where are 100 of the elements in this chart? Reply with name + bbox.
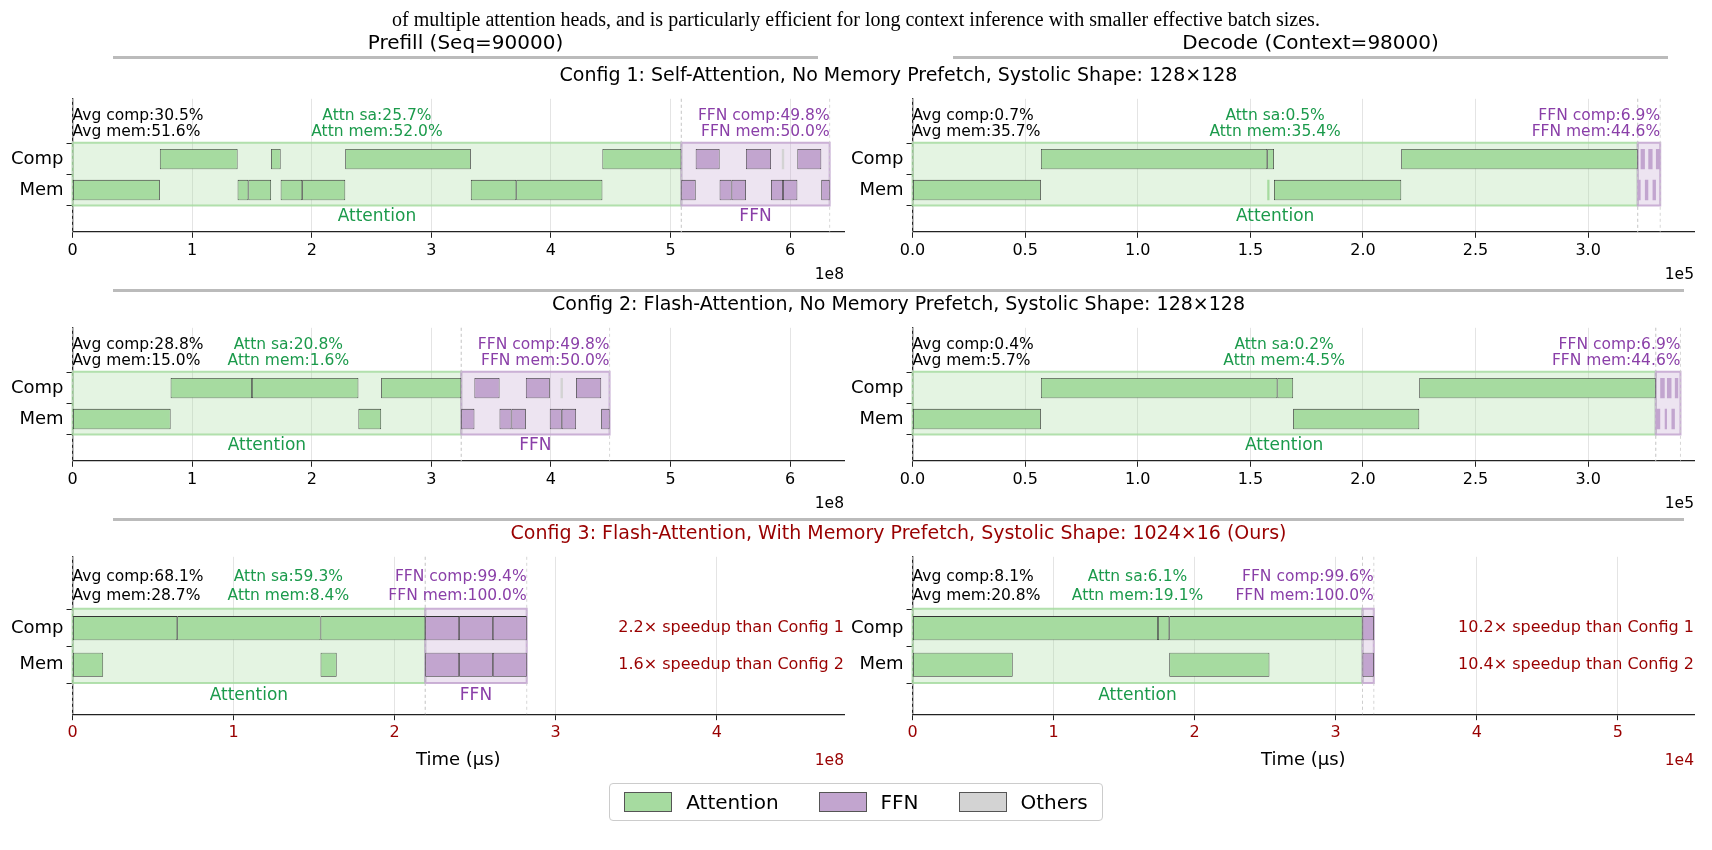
y-tick-label: Comp xyxy=(10,146,64,168)
text: Avg comp:68.1% xyxy=(72,566,204,585)
legend-label: Others xyxy=(1020,790,1088,814)
x-tick-label: 3.0 xyxy=(1575,468,1601,488)
text: 1e4 xyxy=(1664,751,1694,770)
x-axis-title: Time (µs) xyxy=(414,747,501,769)
bar xyxy=(1660,377,1665,399)
y-tick-label: Comp xyxy=(850,615,904,637)
text: Attn sa:0.5% xyxy=(1225,105,1325,124)
y-tick-label: Mem xyxy=(19,177,64,199)
text: FFN comp:49.8% xyxy=(477,334,610,353)
band-label: Attention xyxy=(1098,684,1177,705)
text: 1e8 xyxy=(814,751,844,770)
text: FFN mem:44.6% xyxy=(1531,122,1661,141)
y-tick-label: Comp xyxy=(10,375,64,397)
x-tick-label: 6 xyxy=(785,468,796,488)
band-label: Attention xyxy=(337,204,417,225)
chart-title: Prefill (Seq=90000) xyxy=(113,30,818,59)
text: Avg mem:28.7% xyxy=(72,586,201,605)
bar xyxy=(1671,408,1675,430)
x-tick-label: 5 xyxy=(665,239,676,259)
text: Avg mem:5.7% xyxy=(912,351,1031,370)
text: Avg comp:8.1% xyxy=(912,566,1034,585)
x-tick-label: 3 xyxy=(426,239,437,259)
legend-label: Attention xyxy=(686,790,779,814)
x-tick-label: 2.5 xyxy=(1462,468,1489,488)
x-tick-label: 2 xyxy=(306,468,317,488)
y-tick-label: Comp xyxy=(850,146,904,168)
y-tick-label: Comp xyxy=(850,375,904,397)
x-tick-label: 2 xyxy=(1189,721,1200,741)
text: FFN comp:49.8% xyxy=(697,105,830,124)
bar xyxy=(1648,148,1653,170)
text: FFN mem:50.0% xyxy=(701,122,830,141)
text: Attn mem:19.1% xyxy=(1071,586,1204,605)
y-tick-label: Mem xyxy=(859,177,904,199)
text: Avg mem:20.8% xyxy=(912,586,1041,605)
text: Attn sa:59.3% xyxy=(233,566,344,585)
y-tick-label: Mem xyxy=(859,406,904,428)
x-tick-label: 1.0 xyxy=(1125,468,1151,488)
x-tick-label: 4 xyxy=(545,468,557,488)
x-tick-label: 0 xyxy=(67,721,78,741)
x-axis-title: Time (µs) xyxy=(1259,747,1346,769)
text: Config 1: Self-Attention, No Memory Prefetch, Systolic Shape: 128×128 xyxy=(558,63,1239,85)
text: Avg mem:35.7% xyxy=(912,122,1041,141)
x-tick-label: 2.0 xyxy=(1350,468,1376,488)
text: Attn sa:6.1% xyxy=(1087,566,1188,585)
annotation: 1.6× speedup than Config 2 xyxy=(618,653,844,673)
x-tick-label: 2 xyxy=(306,239,317,259)
x-tick-label: 1 xyxy=(228,721,239,741)
text: of multiple attention heads, and is particularly efficient for long context inference with smaller effective batch sizes. xyxy=(391,8,1321,30)
x-tick-label: 0 xyxy=(907,721,918,741)
text: FFN mem:100.0% xyxy=(388,586,527,605)
x-tick-label: 3.0 xyxy=(1575,239,1601,259)
text: FFN comp:99.6% xyxy=(1242,566,1374,585)
band-label: Attention xyxy=(1244,433,1324,454)
x-tick-label: 1.0 xyxy=(1125,239,1151,259)
annotation: 2.2× speedup than Config 1 xyxy=(618,617,844,637)
x-tick-label: 3 xyxy=(1330,721,1341,741)
x-tick-label: 0.5 xyxy=(1012,468,1038,488)
x-tick-label: 1 xyxy=(187,239,198,259)
text: FFN comp:6.9% xyxy=(1558,334,1681,353)
x-tick-label: 2 xyxy=(389,721,400,741)
x-tick-label: 2.5 xyxy=(1462,239,1489,259)
x-tick-label: 6 xyxy=(785,239,796,259)
text: 1e8 xyxy=(814,265,844,284)
x-tick-label: 0.0 xyxy=(899,239,926,259)
text: Avg comp:0.7% xyxy=(912,105,1034,124)
x-tick-label: 5 xyxy=(665,468,676,488)
text: FFN mem:50.0% xyxy=(481,351,610,370)
text: Avg mem:51.6% xyxy=(72,122,201,141)
band-label: FFN xyxy=(519,433,552,454)
x-tick-label: 1.5 xyxy=(1237,239,1264,259)
text: Avg mem:15.0% xyxy=(72,351,201,370)
text: Attn sa:25.7% xyxy=(322,105,432,124)
x-tick-label: 0 xyxy=(67,239,78,259)
y-tick-label: Comp xyxy=(10,615,64,637)
text: Attn mem:52.0% xyxy=(311,122,443,141)
text: 1e5 xyxy=(1664,265,1694,284)
x-tick-label: 4 xyxy=(711,721,722,741)
text: Config 3: Flash-Attention, With Memory Prefetch, Systolic Shape: 1024×16 (Ours) xyxy=(113,518,1684,543)
text: 1e5 xyxy=(1664,494,1694,513)
text: FFN mem:100.0% xyxy=(1235,586,1374,605)
text: FFN comp:99.4% xyxy=(394,566,527,585)
y-tick-label: Mem xyxy=(859,652,904,674)
annotation: 10.4× speedup than Config 2 xyxy=(1458,653,1694,673)
y-tick-label: Mem xyxy=(19,652,64,674)
x-tick-label: 0.5 xyxy=(1012,239,1038,259)
band-label: Attention xyxy=(209,684,289,705)
text: 1e8 xyxy=(814,494,844,513)
x-tick-label: 0.0 xyxy=(899,468,926,488)
x-tick-label: 3 xyxy=(426,468,437,488)
text: Attn mem:4.5% xyxy=(1223,351,1345,370)
x-tick-label: 1 xyxy=(1048,721,1059,741)
x-tick-label: 0 xyxy=(67,468,78,488)
x-tick-label: 5 xyxy=(1612,721,1623,741)
text: Avg comp:30.5% xyxy=(72,105,204,124)
annotation: 10.2× speedup than Config 1 xyxy=(1458,617,1694,637)
text: FFN mem:44.6% xyxy=(1551,351,1681,370)
band-label: FFN xyxy=(739,204,772,225)
band-label: Attention xyxy=(1235,204,1315,225)
